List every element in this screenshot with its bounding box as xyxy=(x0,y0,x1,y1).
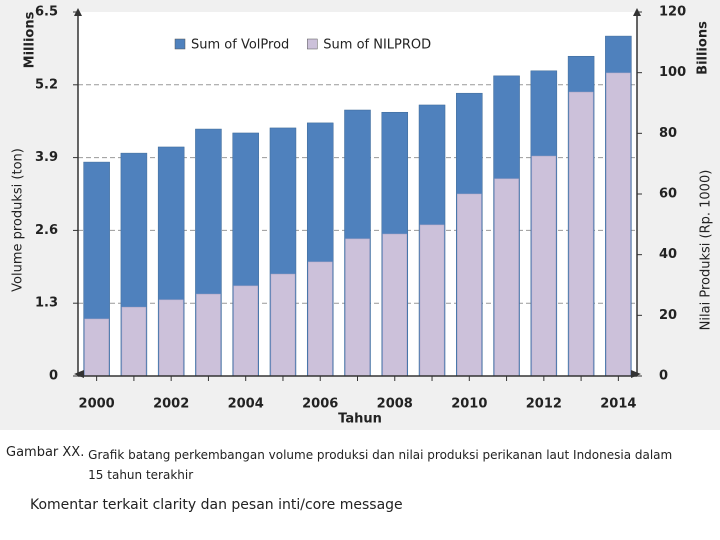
y-axis-label: Volume produksi (ton) xyxy=(11,148,26,292)
y-tick-label: 5.2 xyxy=(35,77,58,92)
x-tick-label: 2002 xyxy=(153,397,189,412)
bar xyxy=(196,293,221,377)
bar xyxy=(270,273,296,377)
y-tick-label: 6.5 xyxy=(35,5,58,20)
y2-tick-label: 40 xyxy=(659,247,677,262)
y2-unit: Billions xyxy=(696,21,711,75)
y-tick-label: 0 xyxy=(49,369,58,384)
bar xyxy=(158,299,184,377)
bar xyxy=(382,233,408,377)
caption: Gambar XX. Grafik batang perkembangan vo… xyxy=(6,445,706,485)
bar xyxy=(307,261,333,377)
caption-text: Grafik batang perkembangan volume produk… xyxy=(88,448,673,482)
y2-tick-label: 120 xyxy=(659,5,686,20)
legend-label: Sum of VolProd xyxy=(191,38,289,53)
axis-arrow xyxy=(631,370,641,378)
y2-axis-label: Nilai Produksi (Rp. 1000) xyxy=(699,170,714,331)
y2-tick-label: 0 xyxy=(659,369,668,384)
axis-arrow xyxy=(74,8,82,16)
axis-arrow xyxy=(74,370,84,378)
x-tick-label: 2014 xyxy=(600,397,636,412)
bar xyxy=(457,193,482,377)
comment: Komentar terkait clarity dan pesan inti/… xyxy=(30,497,403,513)
caption-label: Gambar XX. xyxy=(6,445,85,460)
x-tick-label: 2012 xyxy=(526,397,562,412)
y-unit: Millions xyxy=(23,11,38,68)
bar xyxy=(419,224,445,377)
bar xyxy=(606,72,631,377)
bar xyxy=(345,238,370,377)
x-tick-label: 2004 xyxy=(228,397,264,412)
x-tick-label: 2010 xyxy=(451,397,487,412)
y2-tick-label: 80 xyxy=(659,126,677,141)
y2-tick-label: 20 xyxy=(659,308,677,323)
x-tick-label: 2006 xyxy=(302,397,338,412)
axis-arrow xyxy=(633,8,641,16)
y-tick-label: 2.6 xyxy=(35,223,58,238)
x-tick-label: 2000 xyxy=(79,397,115,412)
y-tick-label: 3.9 xyxy=(35,150,58,165)
y2-tick-label: 100 xyxy=(659,65,686,80)
legend-label: Sum of NILPROD xyxy=(323,38,431,53)
bar xyxy=(121,306,147,377)
bar xyxy=(531,155,557,377)
x-tick-label: 2008 xyxy=(377,397,413,412)
bar xyxy=(84,318,109,377)
legend-swatch xyxy=(174,38,186,50)
x-axis-label: Tahun xyxy=(338,412,382,427)
chart: Millions Volume produksi (ton) Billions … xyxy=(0,0,720,430)
bar xyxy=(494,178,519,377)
bar xyxy=(568,91,594,377)
bar xyxy=(233,285,258,377)
y2-tick-label: 60 xyxy=(659,187,677,202)
legend-swatch xyxy=(307,38,318,50)
y-tick-label: 1.3 xyxy=(35,296,58,311)
